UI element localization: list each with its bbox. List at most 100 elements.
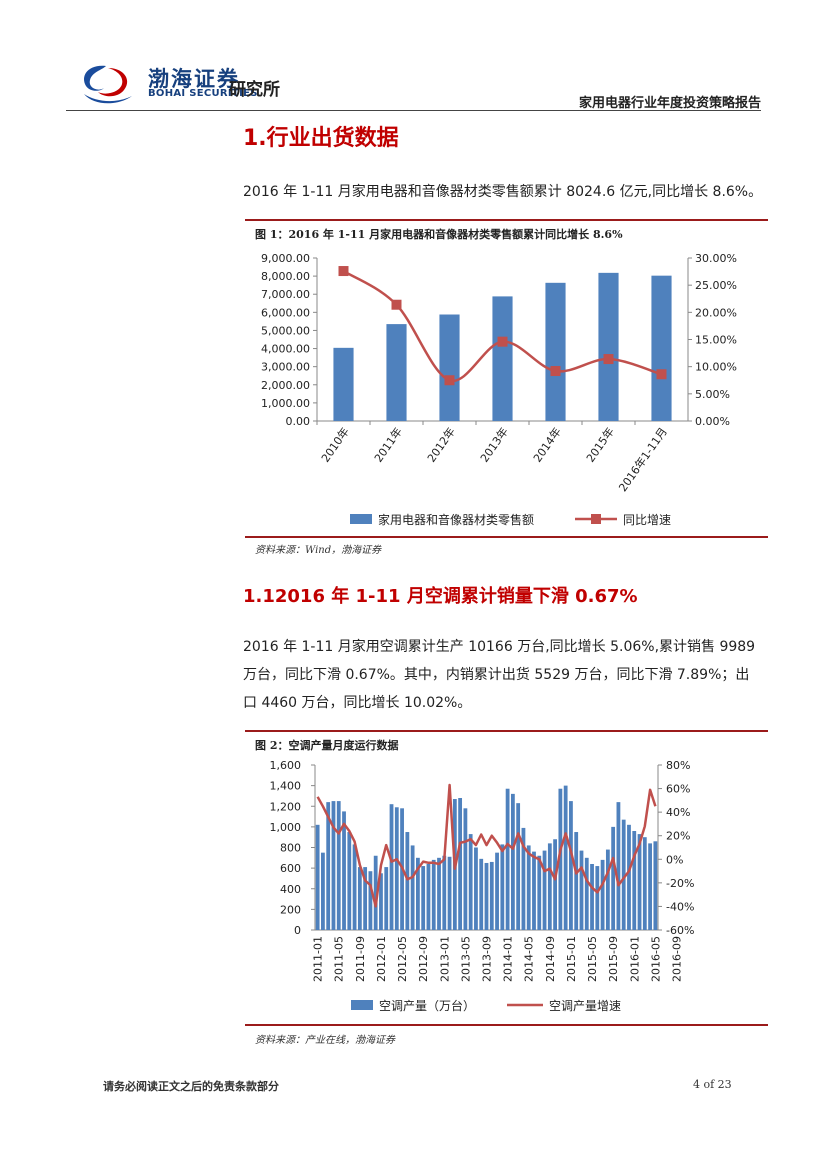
page-number: 4 of 23: [693, 1078, 732, 1091]
bar: [611, 826, 616, 930]
bar: [595, 866, 600, 930]
x-tick-label: 2013-01: [438, 936, 451, 982]
bar: [373, 855, 378, 930]
bar: [405, 832, 410, 930]
bar: [616, 802, 621, 930]
bar: [386, 324, 407, 421]
figure-1-source: 资料来源：Wind，渤海证券: [255, 545, 382, 556]
bar: [653, 841, 658, 930]
left-tick-label: 4,000.00: [261, 343, 310, 356]
growth-line: [316, 783, 657, 908]
growth-marker: [603, 354, 614, 365]
section-1-paragraph: 2016 年 1-11 月家用电器和音像器材类零售额累计 8024.6 亿元,同…: [243, 184, 763, 200]
x-tick-label: 2012-05: [396, 936, 409, 982]
bar: [458, 798, 463, 930]
left-tick-label: 5,000.00: [261, 324, 310, 337]
x-tick-label: 2013年: [477, 425, 511, 465]
left-tick-label: 800: [280, 842, 301, 855]
bar: [563, 785, 568, 930]
right-tick-label: 10.00%: [695, 361, 737, 374]
bar: [621, 819, 626, 930]
bar: [521, 827, 526, 930]
bar: [421, 866, 426, 930]
growth-marker: [550, 366, 561, 377]
legend-bar-label: 家用电器和音像器材类零售额: [378, 512, 534, 527]
paragraph-line: 口 4460 万台，同比增长 10.02%。: [243, 695, 472, 711]
right-tick-label: 40%: [666, 806, 690, 819]
header-divider: [66, 110, 761, 111]
bar: [347, 832, 352, 930]
bar: [532, 851, 536, 930]
bar: [526, 845, 531, 930]
bar: [492, 296, 513, 421]
paragraph-line: 2016 年 1-11 月家用空调累计生产 10166 万台,同比增长 5.06…: [243, 639, 756, 655]
paragraph-line: 万台，同比下滑 0.67%。其中，内销累计出货 5529 万台，同比下滑 7.8…: [243, 667, 750, 683]
left-tick-label: 1,200: [270, 800, 302, 813]
x-tick-label: 2011-01: [312, 936, 325, 982]
x-tick-label: 2016-01: [628, 936, 641, 982]
bar: [600, 859, 605, 930]
figure-2-source: 资料来源：产业在线，渤海证券: [255, 1035, 395, 1046]
bar: [510, 793, 515, 930]
bar: [537, 855, 542, 930]
growth-marker: [444, 375, 455, 386]
right-tick-label: 20%: [666, 830, 690, 843]
brand-department: 研究所: [229, 80, 280, 100]
x-tick-label: 2014-05: [523, 936, 536, 982]
figure-1-title: 图 1：2016 年 1-11 月家用电器和音像器材类零售额累计同比增长 8.6…: [255, 228, 623, 241]
right-tick-label: 80%: [666, 759, 690, 772]
right-tick-label: 60%: [666, 783, 690, 796]
section-heading-1: 1.行业出货数据: [243, 126, 399, 151]
bar: [363, 867, 368, 930]
bar: [437, 857, 441, 930]
bar: [379, 873, 383, 930]
bar: [431, 859, 436, 930]
left-tick-label: 400: [280, 883, 301, 896]
right-tick-label: -40%: [666, 900, 694, 913]
bar: [558, 788, 563, 930]
x-tick-label: 2013-09: [481, 936, 494, 982]
bar: [479, 858, 484, 930]
bar: [637, 834, 642, 930]
legend-line-label: 同比增速: [623, 513, 671, 527]
left-tick-label: 1,600: [270, 759, 302, 772]
legend-bar-swatch: [351, 1000, 373, 1010]
bar: [342, 811, 346, 930]
bar: [416, 857, 420, 930]
bar: [426, 864, 431, 930]
bar: [315, 824, 320, 930]
left-tick-label: 6,000.00: [261, 306, 310, 319]
bar: [547, 843, 552, 930]
left-tick-label: 3,000.00: [261, 361, 310, 374]
bar: [447, 856, 452, 930]
x-tick-label: 2011-09: [354, 936, 367, 982]
figure-2-title: 图 2：空调产量月度运行数据: [255, 739, 399, 752]
bar: [584, 857, 589, 930]
bar: [542, 850, 547, 930]
growth-marker: [338, 266, 349, 277]
bar: [632, 831, 637, 930]
left-tick-label: 1,000: [270, 821, 302, 834]
left-tick-label: 9,000.00: [261, 252, 310, 265]
x-tick-label: 2016年1-11月: [615, 425, 669, 494]
left-tick-label: 200: [280, 903, 301, 916]
x-tick-label: 2012-01: [375, 936, 388, 982]
x-tick-label: 2015年: [583, 425, 617, 465]
bar: [489, 861, 494, 930]
left-tick-label: 2,000.00: [261, 379, 310, 392]
growth-marker: [656, 369, 667, 380]
x-tick-label: 2012年: [424, 425, 458, 465]
bar: [357, 867, 362, 930]
x-tick-label: 2015-09: [607, 936, 620, 982]
bar: [627, 824, 631, 930]
figure-1-chart: 0.00 1,000.00 2,000.00 3,000.00 4,000.00 5,00…: [261, 252, 737, 527]
figure-1-bottom-rule: [245, 536, 768, 538]
left-tick-label: 600: [280, 862, 301, 875]
x-tick-label: 2011年: [371, 425, 405, 465]
right-tick-label: 25.00%: [695, 279, 737, 292]
x-tick-label: 2015-05: [586, 936, 599, 982]
x-tick-label: 2016-05: [649, 936, 662, 982]
right-tick-label: 15.00%: [695, 334, 737, 347]
figure-2-bottom-rule: [245, 1024, 768, 1026]
legend-bar-label: 空调产量（万台）: [379, 998, 475, 1013]
